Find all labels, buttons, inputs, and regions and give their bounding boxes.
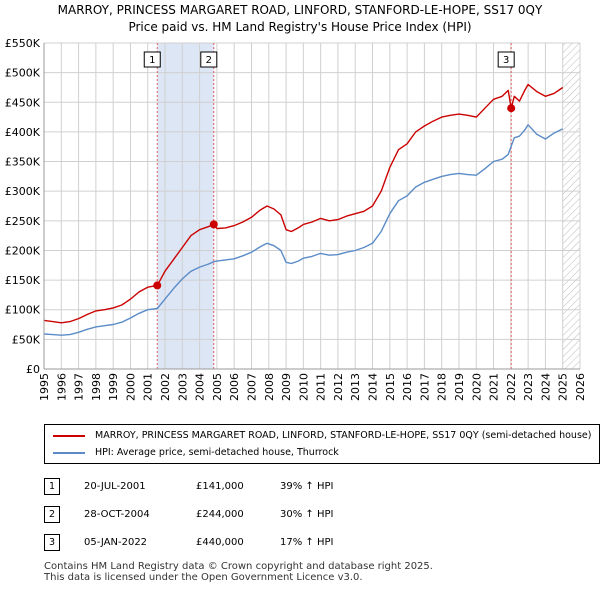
x-tick-label: 2009 [280,373,293,401]
sale-number-label: 3 [503,55,509,66]
sale-number-box [200,51,218,68]
y-tick-label: £150K [5,274,41,287]
sale-hpi-change: 30% ↑ HPI [280,508,334,520]
x-tick-label: 2008 [263,373,276,401]
x-tick-label: 2001 [142,373,155,401]
y-tick-label: £550K [5,37,41,50]
sales-table: 1 20-JUL-2001 £141,000 39% ↑ HPI 2 28-OC… [44,472,333,556]
sale-hpi-change: 39% ↑ HPI [280,480,334,492]
y-tick-label: £300K [5,185,41,198]
x-tick-label: 2021 [488,373,501,401]
hpi-series-line [44,124,564,336]
legend-item-hpi: HPI: Average price, semi-detached house,… [53,447,339,458]
y-tick-label: £450K [5,96,41,109]
y-tick-label: £500K [5,67,41,80]
chart-subtitle: Price paid vs. HM Land Registry's House … [128,20,472,34]
x-tick-label: 2000 [124,373,137,401]
x-tick-label: 2012 [332,373,345,401]
x-tick-label: 2013 [349,373,362,401]
x-tick-label: 2018 [436,373,449,401]
x-tick-label: 1997 [73,373,86,401]
sale-date: 28-OCT-2004 [84,508,150,520]
x-tick-label: 2023 [522,373,535,401]
legend: MARROY, PRINCESS MARGARET ROAD, LINFORD,… [44,424,600,464]
x-tick-label: 2015 [384,373,397,401]
sale-point [507,104,516,113]
y-tick-label: £250K [5,215,41,228]
x-tick-label: 2022 [505,373,518,401]
sale-highlight-band [157,43,214,369]
sale-number-badge: 1 [44,477,60,495]
sale-price: £141,000 [196,480,244,492]
x-tick-label: 2019 [453,373,466,401]
x-tick-label: 2003 [176,373,189,401]
legend-label-hpi: HPI: Average price, semi-detached house,… [95,447,339,458]
sale-number-badge: 2 [44,505,60,523]
sale-date: 05-JAN-2022 [84,536,148,548]
x-tick-label: 2011 [315,373,328,401]
y-tick-label: £50K [12,333,41,346]
table-row: 3 05-JAN-2022 £440,000 17% ↑ HPI [44,528,333,556]
x-tick-label: 2014 [367,373,380,401]
x-tick-label: 2026 [574,373,587,401]
x-tick-label: 2006 [228,373,241,401]
sale-number-label: 2 [206,55,212,66]
x-tick-label: 2002 [159,373,172,401]
plot-background [44,43,580,369]
y-tick-label: £100K [5,304,41,317]
y-tick-label: £400K [5,126,41,139]
x-tick-label: 2020 [470,373,483,401]
table-row: 2 28-OCT-2004 £244,000 30% ↑ HPI [44,500,333,528]
property-series-line [44,83,564,324]
sale-price: £244,000 [196,508,244,520]
footer-licence: This data is licensed under the Open Gov… [44,572,363,583]
x-tick-label: 1995 [38,373,51,401]
x-tick-label: 2025 [557,373,570,401]
legend-label-property: MARROY, PRINCESS MARGARET ROAD, LINFORD,… [95,430,592,441]
legend-swatch-hpi [53,451,85,454]
table-row: 1 20-JUL-2001 £141,000 39% ↑ HPI [44,472,333,500]
sale-point [209,220,218,229]
sale-number-box [497,51,515,68]
x-tick-label: 1999 [107,373,120,401]
sale-hpi-change: 17% ↑ HPI [280,536,334,548]
price-chart: 1 2 3 £0 £50K £100K £150K £200K £250K £300K £350K £… [5,37,587,401]
y-tick-label: £200K [5,244,41,257]
x-tick-label: 2017 [418,373,431,401]
x-tick-label: 2024 [539,373,552,401]
x-tick-label: 2010 [297,373,310,401]
x-tick-label: 2004 [194,373,207,401]
sale-date: 20-JUL-2001 [84,480,146,492]
sale-point [153,281,162,290]
future-hatch-area [562,43,580,369]
legend-swatch-property [53,434,85,437]
sale-number-label: 1 [149,55,155,66]
x-tick-label: 1996 [55,373,68,401]
chart-title: MARROY, PRINCESS MARGARET ROAD, LINFORD,… [57,3,543,17]
sale-price: £440,000 [196,536,244,548]
footer-copyright: Contains HM Land Registry data © Crown c… [44,561,433,572]
x-tick-label: 2016 [401,373,414,401]
sale-number-badge: 3 [44,533,60,551]
x-tick-label: 2005 [211,373,224,401]
x-tick-label: 2007 [245,373,258,401]
sale-number-box [143,51,161,68]
y-tick-label: £350K [5,156,41,169]
legend-item-property: MARROY, PRINCESS MARGARET ROAD, LINFORD,… [53,430,591,441]
x-tick-label: 1998 [90,373,103,401]
y-tick-label: £0 [26,363,40,376]
